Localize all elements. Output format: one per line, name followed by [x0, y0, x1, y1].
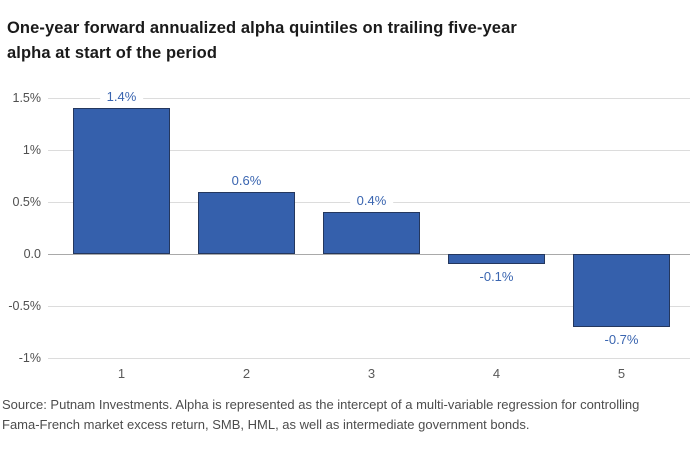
source-note-line-2: Fama-French market excess return, SMB, H… — [2, 417, 530, 432]
x-axis-category-label: 1 — [117, 366, 126, 381]
bar-quintile-5 — [573, 254, 670, 327]
gridline — [48, 98, 690, 99]
chart-title: One-year forward annualized alpha quinti… — [7, 16, 627, 66]
chart-title-line-2: alpha at start of the period — [7, 44, 217, 62]
gridline — [48, 358, 690, 359]
bar-quintile-3 — [323, 212, 420, 254]
bar-value-label: 0.6% — [224, 172, 269, 189]
y-axis-tick-label: -0.5% — [8, 299, 41, 313]
source-note: Source: Putnam Investments. Alpha is rep… — [2, 395, 694, 435]
y-axis-tick-label: 0.5% — [12, 195, 42, 209]
gridline — [48, 150, 690, 151]
bar-value-label: -0.1% — [472, 269, 521, 286]
y-axis-tick-label: 1.5% — [12, 91, 42, 105]
y-axis-tick-label: -1% — [18, 351, 41, 365]
bar-quintile-4 — [448, 254, 545, 265]
bar-quintile-1 — [73, 108, 170, 254]
y-axis-tick-label: 1% — [22, 143, 41, 157]
bar-value-label: -0.7% — [597, 331, 646, 348]
chart-title-line-1: One-year forward annualized alpha quinti… — [7, 19, 517, 37]
x-axis-category-label: 4 — [492, 366, 501, 381]
y-axis-tick-label: 0.0 — [23, 247, 41, 261]
bar-value-label: 0.4% — [349, 193, 394, 210]
x-axis-category-label: 3 — [367, 366, 376, 381]
bar-quintile-2 — [198, 191, 295, 254]
bar-value-label: 1.4% — [99, 89, 144, 106]
gridline — [48, 306, 690, 307]
source-note-line-1: Source: Putnam Investments. Alpha is rep… — [2, 397, 640, 412]
x-axis-category-label: 2 — [242, 366, 251, 381]
zero-axis-line — [48, 254, 690, 255]
x-axis-category-label: 5 — [617, 366, 626, 381]
